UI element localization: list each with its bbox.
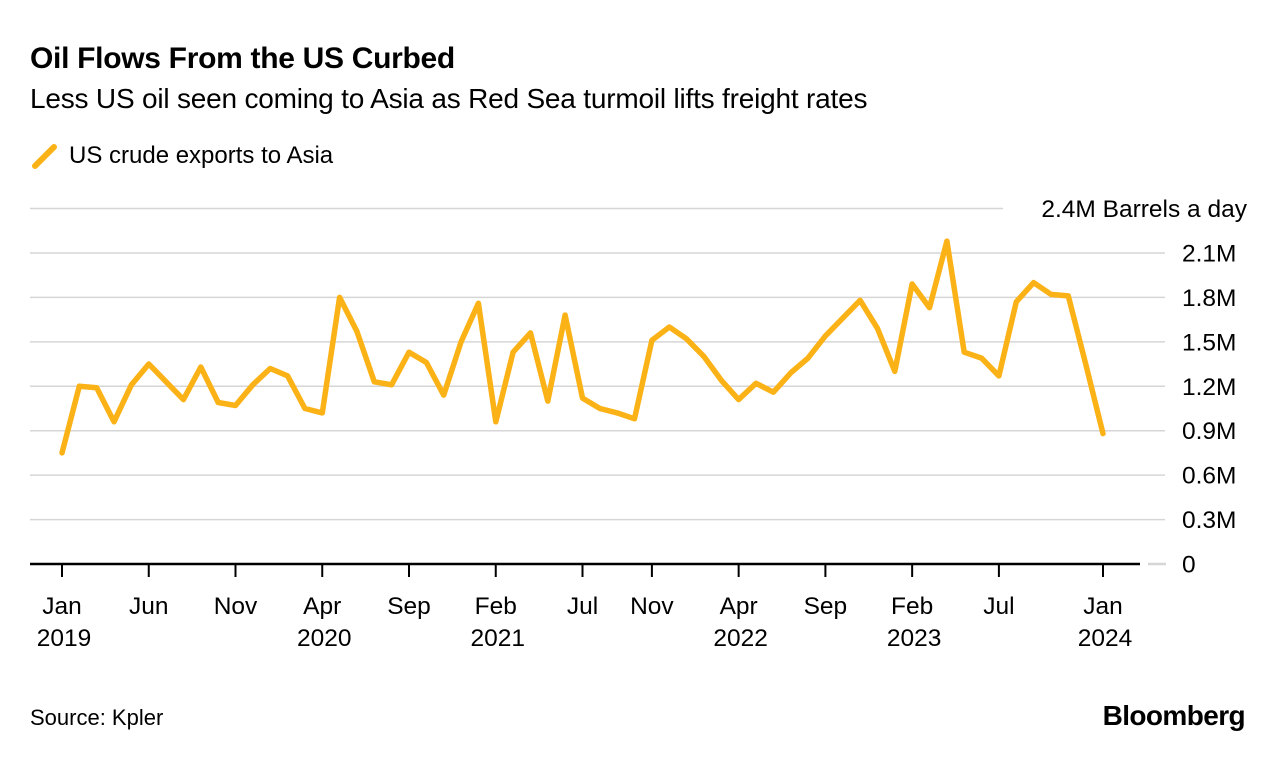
- legend: US crude exports to Asia: [31, 142, 333, 170]
- y-axis-label: 2.1M: [1182, 240, 1236, 267]
- source-label: Source: Kpler: [30, 705, 164, 730]
- x-axis-label: Nov: [630, 593, 674, 620]
- x-axis-year-label: 2023: [887, 625, 942, 652]
- x-axis-label: Jul: [567, 593, 598, 620]
- legend-line-icon: [32, 143, 57, 169]
- x-axis-label: Feb: [475, 593, 517, 620]
- x-axis-year-label: 2022: [713, 625, 768, 652]
- x-axis-label: Jan: [42, 593, 82, 620]
- x-axis-year-label: 2019: [37, 625, 92, 652]
- series-line: [59, 238, 1106, 456]
- y-axis-label: 0: [1182, 552, 1196, 579]
- y-axis-label: 0.6M: [1182, 463, 1236, 490]
- x-axis-label: Apr: [303, 593, 341, 620]
- x-axis-year-label: 2024: [1078, 625, 1133, 652]
- y-axis-label: 0.9M: [1182, 418, 1236, 445]
- bloomberg-logo: Bloomberg: [1102, 700, 1246, 731]
- x-axis-label: Feb: [891, 593, 933, 620]
- y-axis-unit-label: 2.4M Barrels a day: [1041, 196, 1247, 223]
- x-axis-label: Jul: [983, 593, 1014, 620]
- x-axis-label: Jan: [1083, 593, 1123, 620]
- legend-label: US crude exports to Asia: [69, 142, 334, 169]
- x-axis-label: Apr: [720, 593, 758, 620]
- x-axis-label: Jun: [129, 593, 169, 620]
- chart-subtitle: Less US oil seen coming to Asia as Red S…: [30, 83, 868, 114]
- x-axis-year-label: 2020: [297, 625, 352, 652]
- x-axis-label: Sep: [387, 593, 431, 620]
- x-axis-year-label: 2021: [470, 625, 525, 652]
- y-axis-label: 1.2M: [1182, 374, 1236, 401]
- x-axis-label: Sep: [804, 593, 848, 620]
- y-axis-label: 0.3M: [1182, 507, 1236, 534]
- chart-title: Oil Flows From the US Curbed: [30, 42, 455, 75]
- y-axis-label: 1.5M: [1182, 329, 1236, 356]
- y-axis-label: 1.8M: [1182, 285, 1236, 312]
- x-axis-label: Nov: [214, 593, 258, 620]
